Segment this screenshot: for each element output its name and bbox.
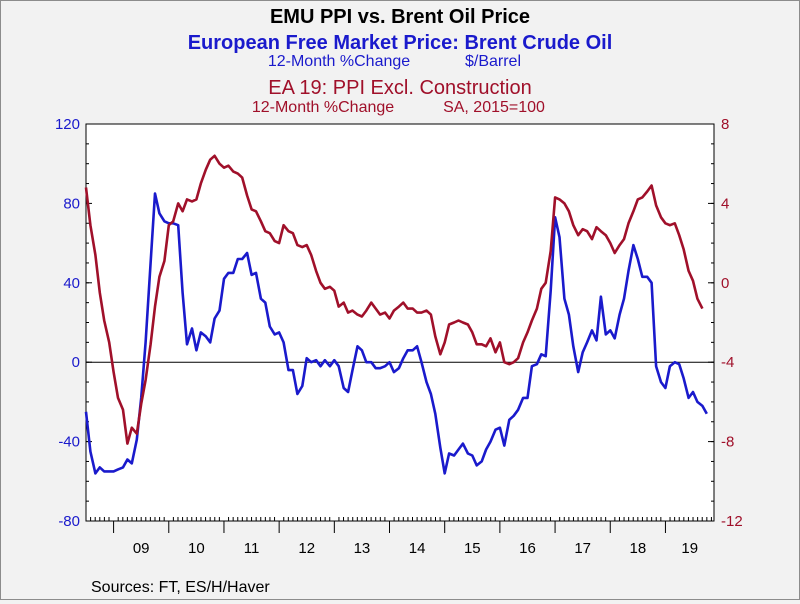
x-axis-year-label: 19 bbox=[681, 540, 698, 557]
left-axis-tick-label: -40 bbox=[58, 434, 80, 451]
series1-units-a: 12-Month %Change bbox=[268, 53, 410, 70]
x-axis-year-label: 14 bbox=[409, 540, 426, 557]
left-axis-tick-label: -80 bbox=[58, 513, 80, 530]
x-axis-year-label: 18 bbox=[630, 540, 647, 557]
right-axis-tick-label: -4 bbox=[721, 354, 734, 371]
right-axis-tick-label: -12 bbox=[721, 513, 743, 530]
x-axis-year-label: 13 bbox=[354, 540, 371, 557]
right-axis-tick-label: 4 bbox=[721, 195, 729, 212]
x-axis-year-label: 15 bbox=[464, 540, 481, 557]
x-axis-year-label: 16 bbox=[519, 540, 536, 557]
left-axis-tick-label: 120 bbox=[55, 116, 80, 133]
sources-note: Sources: FT, ES/H/Haver bbox=[91, 579, 270, 596]
x-axis-year-label: 17 bbox=[574, 540, 591, 557]
x-axis-year-label: 09 bbox=[133, 540, 150, 557]
left-axis-tick-label: 40 bbox=[63, 275, 80, 292]
left-axis-tick-label: 0 bbox=[72, 354, 80, 371]
left-axis-tick-label: 80 bbox=[63, 195, 80, 212]
right-axis-tick-label: 8 bbox=[721, 116, 729, 133]
x-axis-year-label: 10 bbox=[188, 540, 205, 557]
series-line-brent-oil bbox=[84, 192, 708, 475]
plot-area bbox=[85, 123, 715, 522]
series2-units-a: 12-Month %Change bbox=[252, 99, 394, 116]
series2-units-b: SA, 2015=100 bbox=[443, 99, 545, 116]
right-axis-tick-label: -8 bbox=[721, 434, 734, 451]
series-line-ppi bbox=[84, 154, 704, 445]
series2-name: EA 19: PPI Excl. Construction bbox=[268, 77, 531, 99]
chart-title: EMU PPI vs. Brent Oil Price bbox=[270, 6, 530, 28]
series1-units-b: $/Barrel bbox=[465, 53, 521, 70]
series1-name: European Free Market Price: Brent Crude … bbox=[188, 32, 613, 54]
right-axis-tick-label: 0 bbox=[721, 275, 729, 292]
x-axis-year-label: 11 bbox=[244, 540, 260, 557]
x-axis-year-label: 12 bbox=[298, 540, 315, 557]
